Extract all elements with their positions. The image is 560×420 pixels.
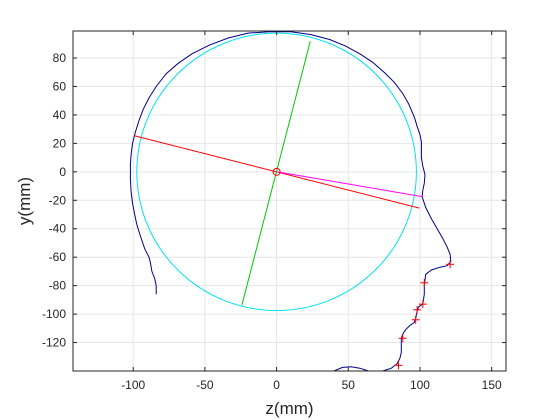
axis-ticks: -100 -50 0 50 100 150 -120 -100 -80 -60 -40 -20 0 20 4… (42, 31, 506, 392)
y-tick-label: 40 (53, 108, 67, 122)
x-tick-label: 50 (342, 378, 356, 392)
y-tick-label: -100 (42, 307, 66, 321)
y-axis-label: y(mm) (15, 177, 34, 225)
outline-bottom-series (333, 366, 369, 372)
grid (73, 31, 506, 371)
plot-area (73, 31, 506, 371)
y-tick-label: 0 (59, 165, 66, 179)
outline-upper-series (129, 31, 426, 295)
outline-lower-series (382, 196, 452, 372)
x-tick-label: 150 (482, 378, 502, 392)
x-tick-label: 0 (273, 378, 280, 392)
y-tick-label: 20 (53, 136, 67, 150)
plus-marker (411, 315, 420, 324)
plus-marker (394, 361, 403, 370)
y-tick-label: 60 (53, 79, 67, 93)
y-tick-label: 80 (53, 51, 67, 65)
plus-marker (413, 305, 422, 314)
center-marker (272, 167, 281, 176)
y-tick-label: -80 (49, 279, 67, 293)
y-tick-label: -40 (49, 222, 67, 236)
plus-marker (446, 260, 455, 269)
center-to-point-line (276, 171, 423, 198)
y-tick-label: -120 (42, 336, 66, 350)
y-tick-label: -60 (49, 250, 67, 264)
plus-marker (398, 334, 407, 343)
x-tick-label: -50 (196, 378, 214, 392)
plus-marker (420, 278, 429, 287)
x-tick-label: 100 (410, 378, 430, 392)
plot-series (129, 31, 455, 372)
x-tick-label: -100 (121, 378, 145, 392)
x-axis-label: z(mm) (265, 399, 313, 418)
y-tick-label: -20 (49, 193, 67, 207)
axes-box (72, 30, 507, 372)
plus-marker (418, 300, 427, 309)
minor-axis-line (241, 41, 311, 306)
